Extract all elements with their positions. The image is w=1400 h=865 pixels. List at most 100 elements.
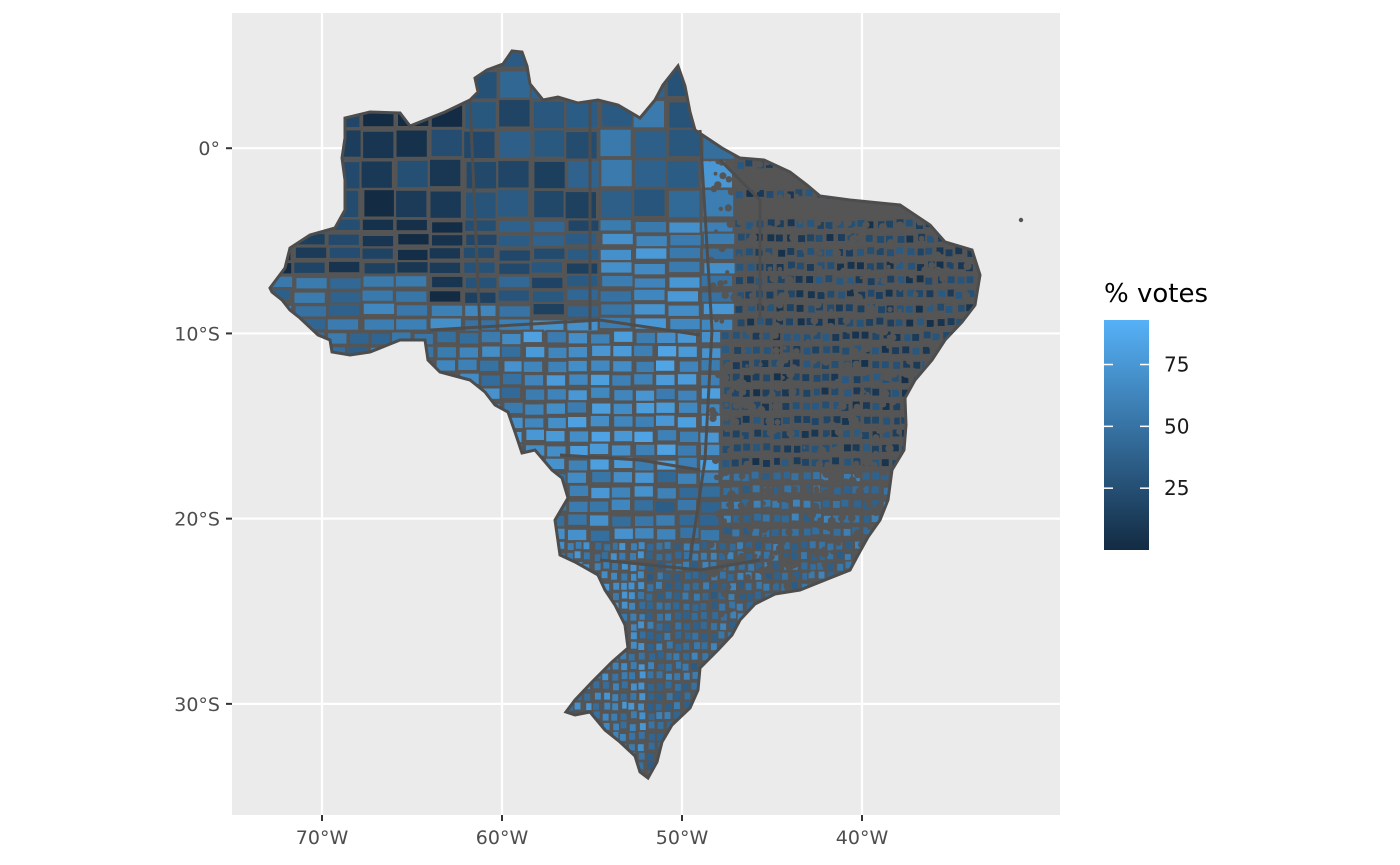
border-blot (739, 225, 745, 232)
municipality (362, 317, 397, 332)
municipality (835, 550, 845, 561)
municipality (502, 359, 525, 374)
border-blot (934, 251, 942, 259)
legend-break-label: 75 (1164, 353, 1189, 377)
municipality (741, 484, 752, 495)
municipality (717, 551, 727, 562)
municipality (566, 344, 590, 360)
municipality (852, 498, 863, 510)
border-blot (753, 186, 761, 193)
municipality (814, 274, 825, 285)
municipality (629, 640, 639, 651)
border-blot (859, 351, 867, 360)
municipality (746, 562, 756, 573)
border-blot (731, 418, 740, 426)
municipality (497, 97, 532, 129)
municipality (680, 681, 691, 692)
municipality (636, 641, 646, 652)
municipality (678, 525, 701, 541)
municipality (633, 246, 669, 261)
border-blot (850, 379, 855, 383)
municipality (716, 629, 727, 641)
municipality (726, 572, 736, 583)
municipality (627, 731, 637, 742)
municipality (683, 630, 693, 642)
border-blot (853, 460, 860, 467)
border-blot (834, 427, 844, 436)
border-blot (896, 428, 902, 435)
municipality (761, 582, 771, 593)
municipality (636, 680, 646, 692)
municipality (394, 217, 430, 233)
municipality (735, 602, 745, 613)
municipality (763, 541, 773, 553)
border-blot (932, 234, 936, 238)
border-blot (763, 283, 767, 287)
border-blot (721, 467, 730, 477)
municipality (802, 526, 813, 538)
border-blot (801, 452, 805, 456)
municipality (876, 304, 887, 315)
municipality (731, 330, 742, 341)
border-blot (927, 267, 931, 271)
municipality (794, 303, 806, 314)
municipality (720, 344, 731, 355)
border-blot (807, 569, 811, 574)
border-blot (817, 250, 823, 256)
municipality (921, 345, 932, 356)
border-blot (813, 299, 822, 309)
municipality (593, 691, 603, 702)
border-blot (876, 502, 883, 510)
border-blot (774, 383, 782, 392)
border-blot (718, 206, 723, 211)
municipality (861, 442, 872, 453)
border-blot (889, 413, 896, 420)
municipality (743, 581, 754, 592)
municipality (810, 416, 821, 427)
border-blot (769, 273, 779, 283)
border-blot (878, 223, 888, 232)
municipality (964, 274, 976, 285)
border-blot (776, 359, 785, 368)
border-blot (741, 348, 747, 354)
municipality (946, 274, 957, 285)
border-blot (865, 500, 873, 508)
municipality (360, 288, 395, 303)
municipality (655, 427, 679, 443)
municipality (751, 483, 762, 494)
municipality (612, 526, 636, 542)
municipality (637, 691, 647, 702)
border-blot (897, 387, 901, 391)
municipality (427, 260, 463, 276)
municipality (806, 569, 817, 580)
municipality (326, 259, 362, 275)
border-blot (889, 369, 898, 378)
municipality (589, 485, 612, 501)
municipality (644, 610, 654, 622)
municipality (628, 691, 638, 702)
border-blot (834, 378, 841, 385)
municipality (499, 385, 523, 401)
municipality (727, 561, 737, 573)
border-blot (816, 523, 822, 529)
municipality (741, 414, 752, 425)
municipality (610, 672, 620, 683)
border-blot (885, 427, 890, 432)
municipality (434, 358, 458, 373)
municipality (675, 415, 699, 430)
municipality (761, 441, 772, 452)
municipality (753, 540, 763, 551)
municipality (653, 372, 677, 388)
municipality (718, 621, 728, 632)
municipality (731, 360, 742, 371)
municipality (690, 602, 701, 613)
municipality (655, 343, 679, 359)
municipality (874, 290, 885, 301)
municipality (701, 580, 711, 591)
border-blot (821, 269, 828, 276)
municipality (588, 358, 612, 373)
border-blot (886, 345, 890, 349)
municipality (496, 158, 531, 190)
border-blot (761, 299, 770, 307)
border-blot (844, 282, 853, 291)
